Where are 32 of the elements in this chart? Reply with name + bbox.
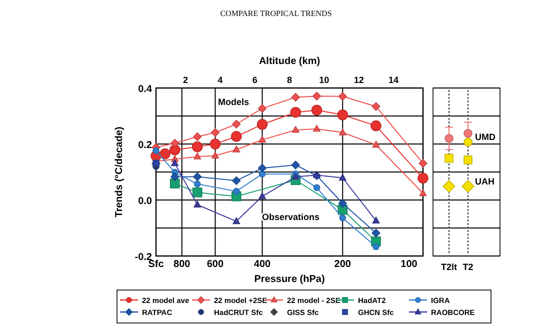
- x-tick-label: 100: [400, 259, 418, 270]
- x-tick-label: T2: [462, 262, 474, 272]
- point: [442, 180, 456, 193]
- y-tick-label: 0.4: [138, 84, 152, 95]
- y-tick-label: 0.0: [138, 196, 152, 207]
- point: [444, 134, 454, 143]
- x-tick-label: T2lt: [440, 262, 458, 272]
- x2-tick-label: 2: [182, 75, 188, 85]
- y-tick-label: 0.2: [138, 140, 152, 151]
- point: [464, 156, 472, 164]
- x2-tick-label: 4: [218, 75, 223, 85]
- x2-tick-label: 12: [354, 75, 364, 85]
- point: [464, 128, 472, 138]
- x-tick-label: 200: [334, 259, 352, 270]
- x-tick-label: Sfc: [148, 259, 164, 270]
- x-axis-title: Pressure (hPa): [254, 274, 325, 285]
- point: [464, 138, 472, 146]
- x-tick-label: 400: [254, 259, 272, 270]
- x2-axis-title: Altitude (km): [258, 56, 320, 67]
- series-label: UAH: [475, 176, 494, 186]
- point: [444, 154, 454, 163]
- point: [462, 180, 474, 193]
- series-label: UMD: [475, 132, 496, 142]
- x2-tick-label: 10: [319, 75, 330, 85]
- y-axis-title: Trends (°C/decade): [114, 126, 125, 218]
- annotation: Models: [218, 97, 250, 107]
- x-tick-label: 800: [174, 259, 191, 270]
- x2-tick-label: 8: [286, 75, 292, 85]
- x2-tick-label: 14: [388, 75, 399, 85]
- x-tick-label: 600: [206, 259, 224, 270]
- x2-tick-label: 6: [252, 75, 258, 85]
- chart-title: COMPARE TROPICAL TRENDS: [220, 9, 332, 18]
